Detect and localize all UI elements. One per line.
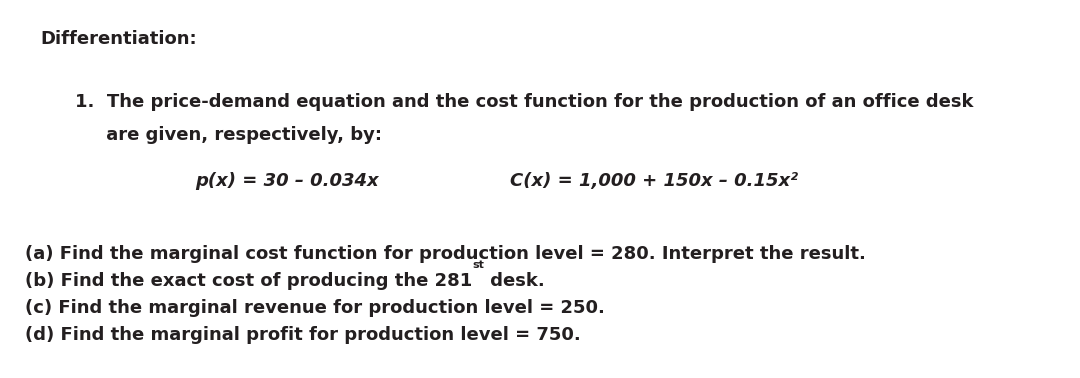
Text: (a) Find the marginal cost function for production level = 280. Interpret the re: (a) Find the marginal cost function for … (25, 245, 866, 263)
Text: (b) Find the exact cost of producing the 281: (b) Find the exact cost of producing the… (25, 272, 472, 290)
Text: Differentiation:: Differentiation: (40, 30, 197, 48)
Text: (d) Find the marginal profit for production level = 750.: (d) Find the marginal profit for product… (25, 326, 581, 344)
Text: are given, respectively, by:: are given, respectively, by: (75, 126, 382, 144)
Text: st: st (472, 260, 484, 270)
Text: (c) Find the marginal revenue for production level = 250.: (c) Find the marginal revenue for produc… (25, 299, 605, 317)
Text: p(x) = 30 – 0.034x: p(x) = 30 – 0.034x (195, 172, 379, 190)
Text: desk.: desk. (484, 272, 545, 290)
Text: C(x) = 1,000 + 150x – 0.15x²: C(x) = 1,000 + 150x – 0.15x² (510, 172, 798, 190)
Text: 1.  The price-demand equation and the cost function for the production of an off: 1. The price-demand equation and the cos… (75, 93, 973, 111)
